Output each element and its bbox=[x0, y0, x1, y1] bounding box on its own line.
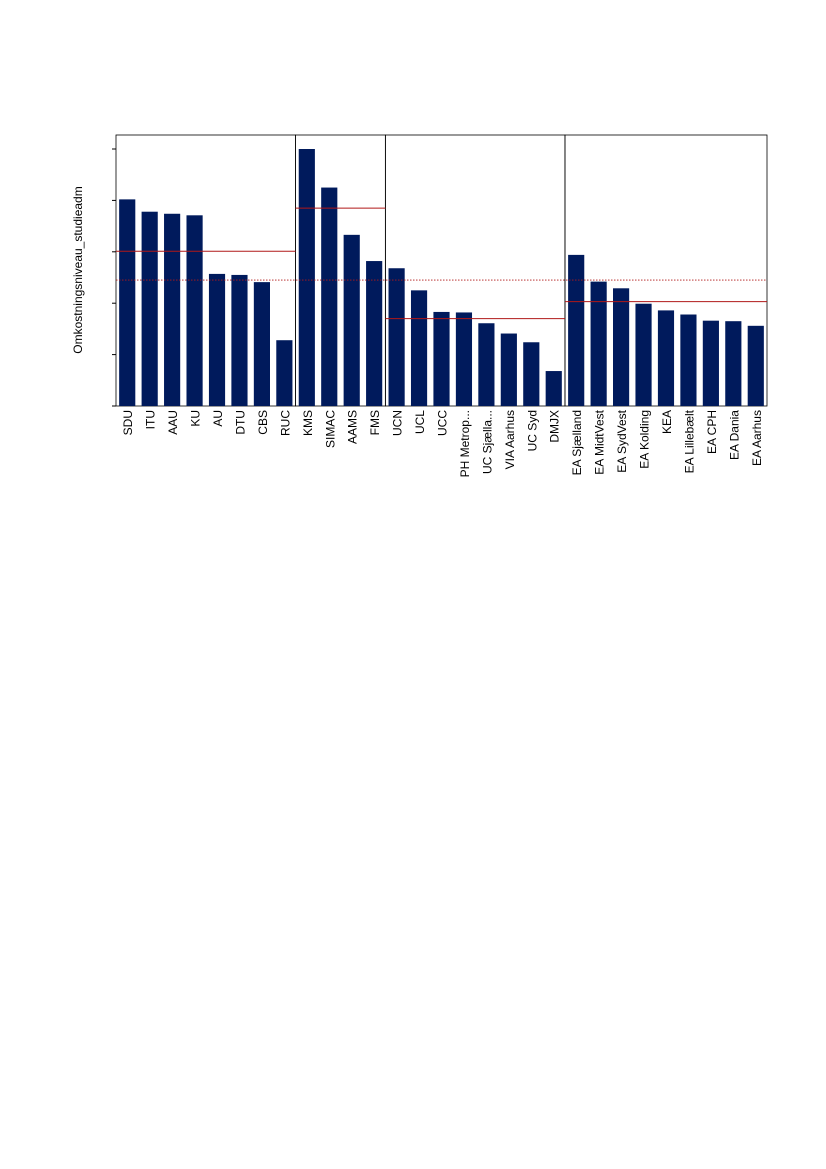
x-tick-label: EA Kolding bbox=[638, 410, 652, 469]
x-tick-label: KEA bbox=[660, 410, 674, 434]
bar-ea-cph bbox=[702, 320, 719, 406]
x-tick-label: AAMS bbox=[346, 410, 360, 444]
x-tick-label: AU bbox=[211, 410, 225, 427]
reference-lines bbox=[116, 207, 767, 320]
x-tick-label: FMS bbox=[368, 410, 382, 435]
x-tick-label: EA MidtVest bbox=[593, 409, 607, 474]
x-tick-label: AAU bbox=[166, 410, 180, 435]
x-tick-label: EA Sjælland bbox=[570, 410, 584, 475]
x-tick-label: UCN bbox=[391, 410, 405, 436]
y-axis-label: Omkostningsniveau_studieadm bbox=[71, 186, 85, 353]
x-tick-labels: SDU ITU AAU KU AU DTU CBS RUC KMS SIMAC AAMS FMS UCN… bbox=[121, 409, 764, 477]
bar-fms bbox=[366, 261, 383, 406]
x-tick-label: KU bbox=[189, 410, 203, 427]
bar-ucc bbox=[433, 311, 450, 406]
bar-kea bbox=[657, 310, 675, 406]
x-tick-label: EA Dania bbox=[727, 410, 741, 460]
bar-cbs bbox=[253, 282, 270, 406]
x-tick-label: DMJX bbox=[548, 410, 562, 443]
x-tick-label: UC Sjælla... bbox=[480, 410, 494, 474]
x-tick-label: RUC bbox=[278, 410, 292, 436]
x-tick-label: PH Metrop... bbox=[458, 410, 472, 477]
x-tick-label: DTU bbox=[233, 410, 247, 435]
y-axis bbox=[112, 148, 116, 407]
bar-via-aarhus bbox=[500, 333, 517, 406]
x-tick-label: SDU bbox=[121, 410, 135, 435]
bar-dtu bbox=[231, 274, 248, 406]
bar-ea-sydvest bbox=[613, 288, 630, 406]
bar-uc-sj-lla- bbox=[478, 323, 495, 406]
bar-itu bbox=[141, 211, 158, 406]
bar-ph-metrop- bbox=[455, 312, 473, 406]
bar-ea-aarhus bbox=[747, 325, 764, 406]
bar-ea-sj-lland bbox=[568, 254, 585, 406]
bar-uc-syd bbox=[523, 342, 540, 406]
x-tick-label: EA Aarhus bbox=[750, 410, 764, 466]
x-tick-label: UC Syd bbox=[525, 410, 539, 451]
bar-sdu bbox=[119, 199, 136, 406]
bar-ruc bbox=[276, 340, 293, 406]
x-tick-label: EA SydVest bbox=[615, 409, 629, 472]
x-tick-label: CBS bbox=[256, 410, 270, 435]
x-tick-label: VIA Aarhus bbox=[503, 410, 517, 469]
bar-ea-midtvest bbox=[590, 281, 607, 406]
x-tick-label: SIMAC bbox=[323, 410, 337, 448]
x-tick-label: EA CPH bbox=[705, 410, 719, 454]
x-tick-label: EA Lillebælt bbox=[682, 409, 696, 473]
x-tick-label: UCC bbox=[436, 410, 450, 436]
bar-ucn bbox=[388, 268, 405, 406]
x-tick-label: KMS bbox=[301, 410, 315, 436]
bar-aams bbox=[343, 234, 360, 406]
x-tick-label: UCL bbox=[413, 410, 427, 434]
bar-ea-lilleb-lt bbox=[680, 314, 697, 406]
bars bbox=[119, 149, 764, 406]
bar-aau bbox=[164, 213, 181, 406]
bar-kms bbox=[298, 149, 315, 406]
bar-au bbox=[208, 273, 226, 406]
x-tick-label: ITU bbox=[144, 410, 158, 429]
bar-ucl bbox=[410, 290, 428, 406]
bar-ku bbox=[186, 215, 203, 406]
bar-simac bbox=[321, 187, 338, 406]
bar-ea-kolding bbox=[635, 303, 652, 406]
bar-ea-dania bbox=[725, 321, 742, 406]
bar-dmjx bbox=[545, 371, 562, 406]
